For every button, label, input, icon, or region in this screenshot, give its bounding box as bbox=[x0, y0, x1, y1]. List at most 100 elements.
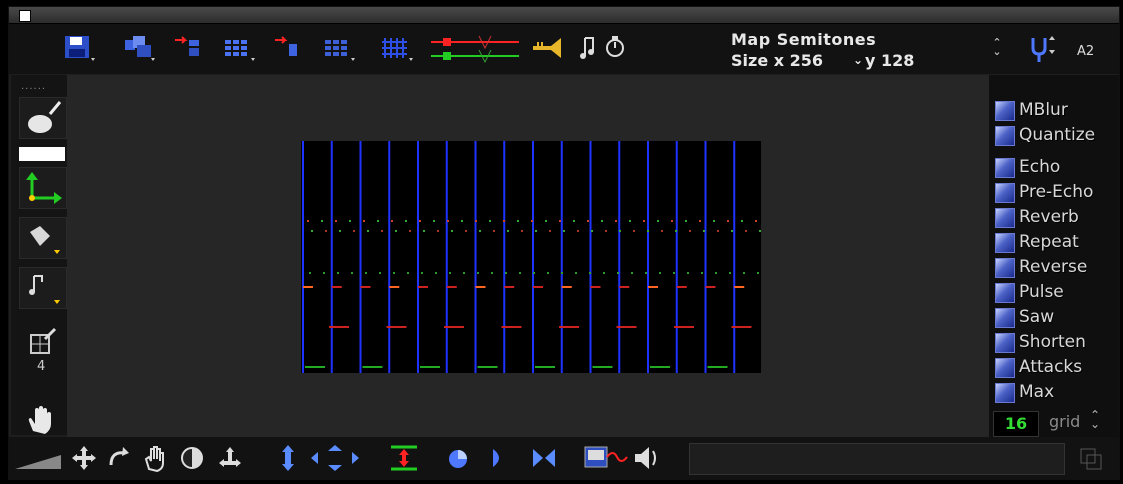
dot-row-3 bbox=[393, 272, 395, 274]
dot-row-3 bbox=[491, 272, 493, 274]
effect-label: Max bbox=[1019, 382, 1055, 402]
dot-row-2 bbox=[745, 230, 747, 232]
map-title: Map Semitones bbox=[731, 30, 877, 49]
dot-row-2 bbox=[423, 230, 425, 232]
invert-circle-icon[interactable] bbox=[177, 443, 207, 473]
close-box-icon[interactable] bbox=[19, 10, 31, 22]
effect-label: Pulse bbox=[1019, 282, 1064, 302]
effect-pre-echo[interactable]: Pre-Echo bbox=[993, 181, 1117, 205]
effect-label: Reverse bbox=[1019, 257, 1088, 277]
dot-row-3 bbox=[407, 272, 409, 274]
plot-svg bbox=[302, 141, 761, 373]
nudge-arrows-icon[interactable] bbox=[307, 443, 363, 473]
effect-quantize[interactable]: Quantize bbox=[993, 124, 1117, 148]
dot-row-1 bbox=[741, 220, 743, 222]
dot-row-3 bbox=[547, 272, 549, 274]
effect-saw[interactable]: Saw bbox=[993, 306, 1117, 330]
dot-row-2 bbox=[759, 230, 761, 232]
dot-row-2 bbox=[619, 230, 621, 232]
dot-row-2 bbox=[717, 230, 719, 232]
effect-checkbox-icon[interactable] bbox=[995, 183, 1015, 203]
floppy-disk-icon[interactable] bbox=[61, 32, 99, 64]
dot-row-1 bbox=[573, 220, 575, 222]
effect-checkbox-icon[interactable] bbox=[995, 308, 1015, 328]
pencil-grid-icon[interactable] bbox=[27, 327, 57, 357]
effect-pulse[interactable]: Pulse bbox=[993, 281, 1117, 305]
axis-arrows-icon[interactable] bbox=[19, 167, 67, 209]
spin-icon[interactable] bbox=[443, 443, 473, 473]
rotate-arrow-icon[interactable] bbox=[105, 443, 135, 473]
effect-repeat[interactable]: Repeat bbox=[993, 231, 1117, 255]
dot-row-1 bbox=[601, 220, 603, 222]
dot-row-3 bbox=[379, 272, 381, 274]
red-arrow-paste-icon[interactable] bbox=[271, 32, 309, 64]
trumpet-icon[interactable] bbox=[529, 32, 567, 64]
size-y-dropdown-icon[interactable]: ⌄ bbox=[853, 53, 864, 67]
effect-reverse[interactable]: Reverse bbox=[993, 256, 1117, 280]
dot-row-2 bbox=[605, 230, 607, 232]
dot-row-2 bbox=[577, 230, 579, 232]
move-arrows-icon[interactable] bbox=[69, 443, 99, 473]
dot-row-2 bbox=[675, 230, 677, 232]
expand-arrows-icon[interactable] bbox=[215, 443, 245, 473]
effect-checkbox-icon[interactable] bbox=[995, 383, 1015, 403]
dotted-grid-icon[interactable] bbox=[321, 32, 359, 64]
flip-horizontal-icon[interactable] bbox=[529, 443, 559, 473]
hand-icon[interactable] bbox=[25, 405, 59, 435]
dot-row-2 bbox=[689, 230, 691, 232]
dot-row-3 bbox=[519, 272, 521, 274]
status-field[interactable] bbox=[689, 443, 1065, 475]
dot-row-1 bbox=[377, 220, 379, 222]
note-icon[interactable] bbox=[19, 267, 67, 309]
color-swatch-icon[interactable] bbox=[19, 147, 65, 161]
blue-grid-icon[interactable] bbox=[221, 32, 259, 64]
red-arrow-copy-icon[interactable] bbox=[171, 32, 209, 64]
tuning-fork-icon[interactable] bbox=[1027, 34, 1057, 64]
toolbox-grip[interactable]: ...... bbox=[21, 81, 47, 92]
effect-reverb[interactable]: Reverb bbox=[993, 206, 1117, 230]
paint-brush-icon[interactable] bbox=[19, 97, 67, 139]
note-metronome-icon[interactable] bbox=[579, 32, 631, 64]
effect-max[interactable]: Max bbox=[993, 381, 1117, 405]
title-bar[interactable] bbox=[9, 7, 1119, 24]
effect-mblur[interactable]: MBlur bbox=[993, 99, 1117, 123]
grab-hand-icon[interactable] bbox=[141, 443, 171, 473]
dot-row-3 bbox=[561, 272, 563, 274]
top-toolbar: Map Semitones Size x 256 ⌄ y 128 ⌃ ⌄ A2 bbox=[9, 24, 1119, 74]
dot-row-1 bbox=[755, 220, 757, 222]
effect-echo[interactable]: Echo bbox=[993, 156, 1117, 180]
effect-checkbox-icon[interactable] bbox=[995, 358, 1015, 378]
effect-checkbox-icon[interactable] bbox=[995, 233, 1015, 253]
size-x-label: Size x 256 bbox=[731, 51, 824, 70]
waveform-icon[interactable] bbox=[583, 443, 665, 473]
vertical-stretch-icon[interactable] bbox=[273, 443, 303, 473]
mesh-grid-icon[interactable] bbox=[379, 32, 417, 64]
fill-bucket-icon[interactable] bbox=[19, 217, 67, 259]
effect-checkbox-icon[interactable] bbox=[995, 258, 1015, 278]
effect-checkbox-icon[interactable] bbox=[995, 101, 1015, 121]
play-arrow-icon[interactable] bbox=[483, 443, 513, 473]
effects-panel: MBlur Quantize Echo Pre-Echo Reverb Repe… bbox=[989, 75, 1119, 437]
center-lines-icon[interactable] bbox=[389, 443, 419, 473]
effect-checkbox-icon[interactable] bbox=[995, 283, 1015, 303]
grid-stepper[interactable]: ⌃ ⌄ bbox=[1089, 408, 1101, 431]
dot-row-2 bbox=[731, 230, 733, 232]
effect-checkbox-icon[interactable] bbox=[995, 333, 1015, 353]
dot-row-1 bbox=[447, 220, 449, 222]
effect-checkbox-icon[interactable] bbox=[995, 158, 1015, 178]
effect-checkbox-icon[interactable] bbox=[995, 208, 1015, 228]
canvas-area[interactable] bbox=[67, 75, 989, 437]
map-stepper[interactable]: ⌃ ⌄ bbox=[992, 36, 1002, 58]
resize-corner-icon[interactable] bbox=[1079, 447, 1103, 471]
dot-row-3 bbox=[533, 272, 535, 274]
volume-ramp-icon[interactable] bbox=[15, 453, 61, 469]
grid-value-field[interactable]: 16 bbox=[993, 411, 1039, 437]
effect-shorten[interactable]: Shorten bbox=[993, 331, 1117, 355]
dot-row-1 bbox=[307, 220, 309, 222]
open-files-icon[interactable] bbox=[121, 32, 159, 64]
effect-attacks[interactable]: Attacks bbox=[993, 356, 1117, 380]
effect-checkbox-icon[interactable] bbox=[995, 126, 1015, 146]
red-green-sliders-icon[interactable] bbox=[429, 32, 523, 64]
dot-row-2 bbox=[661, 230, 663, 232]
semitone-map-plot[interactable] bbox=[301, 141, 761, 373]
